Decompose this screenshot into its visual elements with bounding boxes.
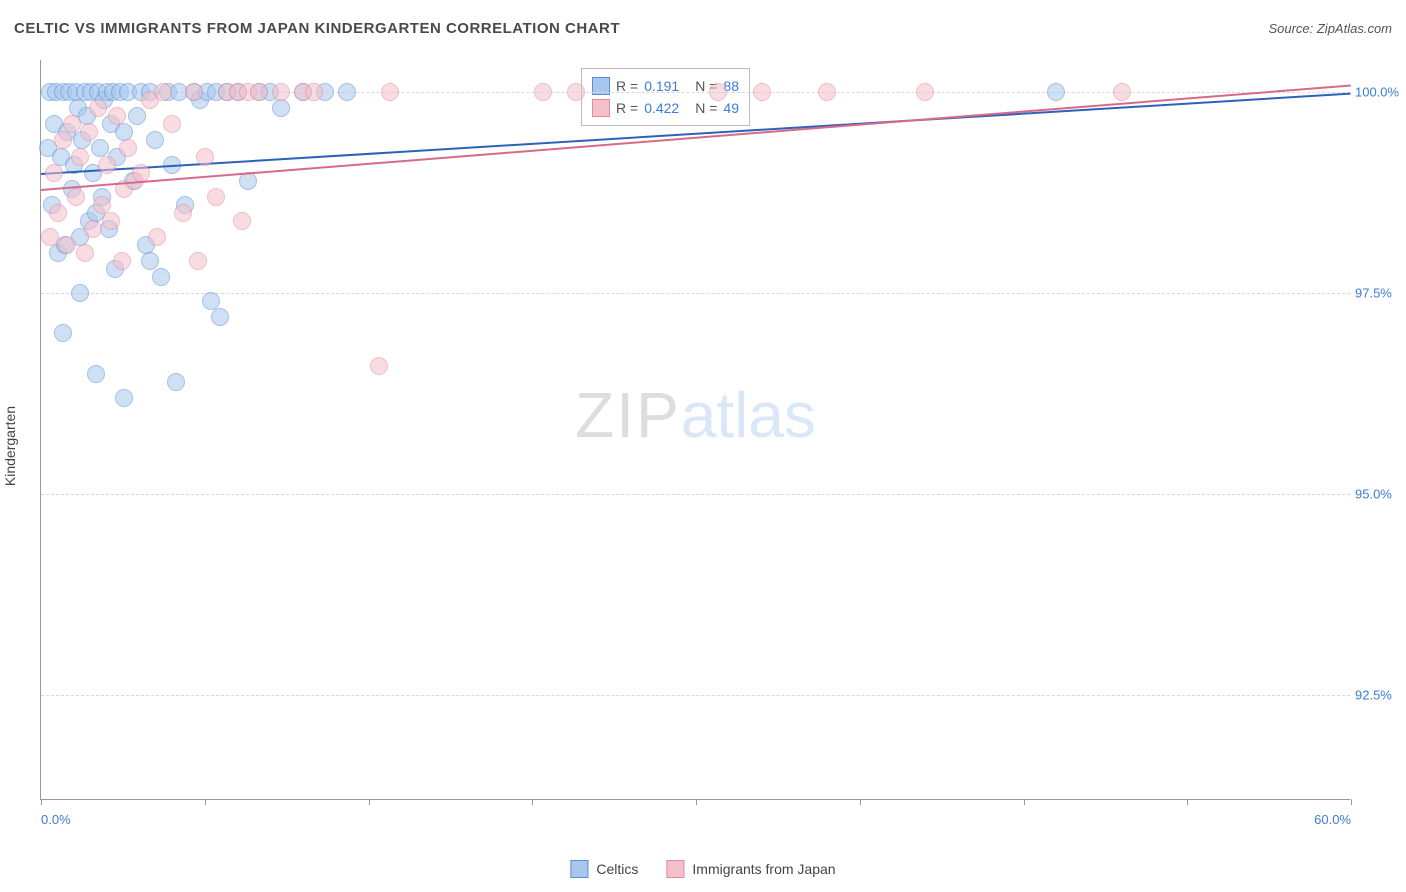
x-tick: [532, 799, 533, 805]
data-point: [49, 204, 67, 222]
data-point: [71, 284, 89, 302]
data-point: [128, 107, 146, 125]
data-point: [709, 83, 727, 101]
data-point: [174, 204, 192, 222]
data-point: [233, 212, 251, 230]
data-point: [1047, 83, 1065, 101]
data-point: [152, 268, 170, 286]
data-point: [54, 131, 72, 149]
data-point: [534, 83, 552, 101]
data-point: [202, 292, 220, 310]
x-tick: [369, 799, 370, 805]
data-point: [753, 83, 771, 101]
data-point: [370, 357, 388, 375]
legend-swatch: [666, 860, 684, 878]
data-point: [146, 131, 164, 149]
data-point: [63, 115, 81, 133]
data-point: [338, 83, 356, 101]
watermark: ZIPatlas: [575, 378, 816, 452]
data-point: [272, 83, 290, 101]
x-tick: [41, 799, 42, 805]
data-point: [102, 212, 120, 230]
data-point: [189, 252, 207, 270]
data-point: [119, 139, 137, 157]
bottom-legend-item: Celtics: [570, 860, 638, 878]
legend-swatch: [592, 99, 610, 117]
data-point: [272, 99, 290, 117]
bottom-legend-item: Immigrants from Japan: [666, 860, 835, 878]
gridline-h: [41, 494, 1350, 495]
data-point: [87, 365, 105, 383]
data-point: [207, 188, 225, 206]
data-point: [76, 244, 94, 262]
data-point: [89, 99, 107, 117]
x-tick-label: 60.0%: [1314, 812, 1351, 827]
y-tick-label: 97.5%: [1355, 286, 1405, 301]
data-point: [148, 228, 166, 246]
data-point: [141, 252, 159, 270]
scatter-plot-area: ZIPatlas R = 0.191N = 88R = 0.422N = 49 …: [40, 60, 1350, 800]
legend-r-value: 0.422: [644, 100, 679, 116]
y-tick-label: 95.0%: [1355, 487, 1405, 502]
x-tick: [696, 799, 697, 805]
data-point: [196, 148, 214, 166]
y-tick-label: 100.0%: [1355, 85, 1405, 100]
data-point: [108, 107, 126, 125]
legend-n-label: N =: [695, 100, 717, 116]
legend-r-label: R =: [616, 100, 638, 116]
x-tick: [1024, 799, 1025, 805]
data-point: [80, 123, 98, 141]
x-tick-label: 0.0%: [41, 812, 71, 827]
data-point: [567, 83, 585, 101]
data-point: [163, 115, 181, 133]
chart-title: CELTIC VS IMMIGRANTS FROM JAPAN KINDERGA…: [14, 20, 620, 37]
x-tick: [205, 799, 206, 805]
data-point: [167, 373, 185, 391]
data-point: [818, 83, 836, 101]
x-tick: [860, 799, 861, 805]
data-point: [132, 164, 150, 182]
y-tick-label: 92.5%: [1355, 688, 1405, 703]
data-point: [67, 188, 85, 206]
series-legend: Celtics Immigrants from Japan: [570, 860, 835, 878]
data-point: [115, 389, 133, 407]
data-point: [98, 156, 116, 174]
legend-swatch: [570, 860, 588, 878]
data-point: [305, 83, 323, 101]
data-point: [154, 83, 172, 101]
x-tick: [1351, 799, 1352, 805]
gridline-h: [41, 293, 1350, 294]
data-point: [113, 252, 131, 270]
data-point: [185, 83, 203, 101]
legend-series-name: Immigrants from Japan: [692, 861, 835, 877]
data-point: [54, 324, 72, 342]
data-point: [58, 236, 76, 254]
gridline-h: [41, 695, 1350, 696]
data-point: [211, 308, 229, 326]
x-tick: [1187, 799, 1188, 805]
data-point: [71, 148, 89, 166]
data-point: [45, 164, 63, 182]
data-point: [916, 83, 934, 101]
data-point: [250, 83, 268, 101]
legend-n-value: 49: [723, 100, 739, 116]
data-point: [84, 220, 102, 238]
legend-series-name: Celtics: [596, 861, 638, 877]
data-point: [41, 228, 59, 246]
data-point: [381, 83, 399, 101]
y-axis-label: Kindergarten: [2, 406, 18, 486]
data-point: [1113, 83, 1131, 101]
source-label: Source: ZipAtlas.com: [1268, 21, 1392, 36]
